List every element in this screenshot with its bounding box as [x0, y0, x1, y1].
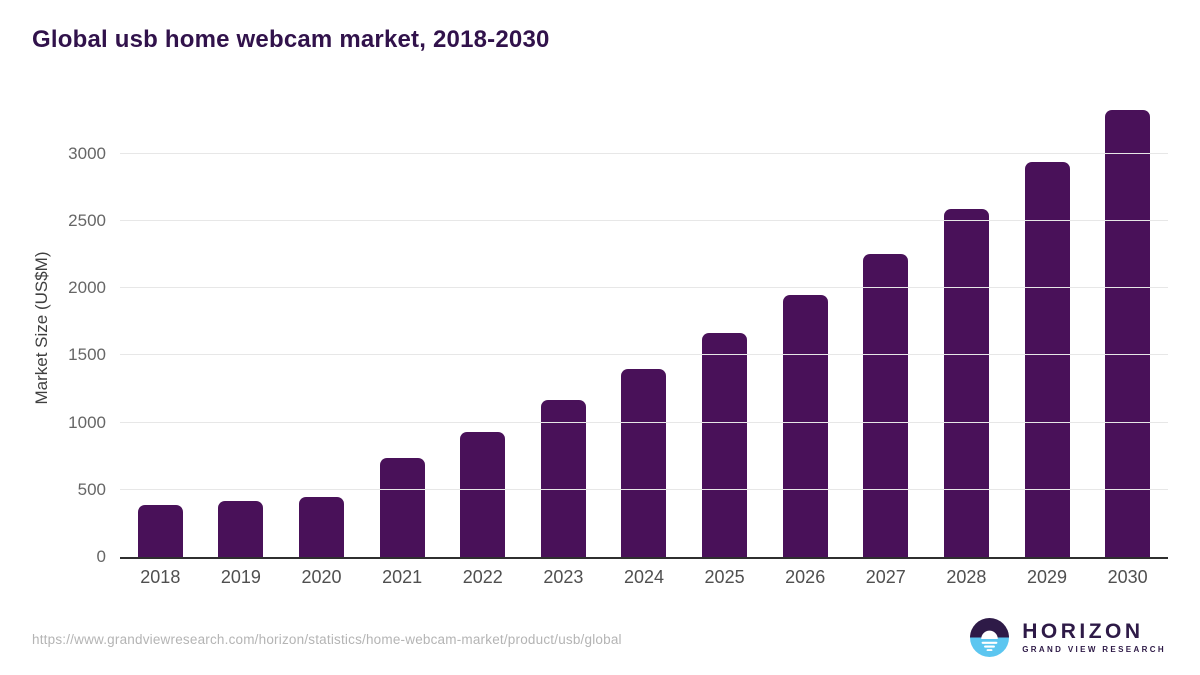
x-tick-label-2021: 2021	[382, 567, 423, 587]
bar-slot-2018	[120, 100, 201, 557]
gridline-1500	[120, 354, 1168, 356]
x-tick-label-2025: 2025	[704, 567, 745, 587]
bar-slot-2024	[604, 100, 685, 557]
bar-2025	[702, 333, 748, 557]
brand-subtitle: GRAND VIEW RESEARCH	[1022, 644, 1166, 654]
gridline-2500	[120, 219, 1168, 221]
bar-2026	[782, 295, 828, 557]
x-tick-label-2030: 2030	[1107, 567, 1148, 587]
y-tick-label-3000: 3000	[68, 143, 106, 163]
x-tick-label-2029: 2029	[1026, 567, 1068, 587]
bar-2029	[1024, 162, 1070, 557]
bar-2030	[1105, 110, 1151, 557]
gridline-1000	[120, 421, 1168, 423]
y-tick-label-500: 500	[77, 479, 106, 499]
horizon-sun-icon	[970, 618, 1010, 657]
x-tick-label-2024: 2024	[623, 567, 664, 587]
bar-series	[120, 100, 1168, 557]
bar-slot-2019	[201, 100, 282, 557]
bar-2023	[540, 400, 586, 557]
x-tick-label-2020: 2020	[301, 567, 342, 587]
bar-slot-2025	[684, 100, 765, 557]
y-tick-label-1000: 1000	[68, 412, 106, 432]
x-tick-label-2026: 2026	[785, 567, 826, 587]
y-tick-label-2000: 2000	[68, 278, 106, 298]
bar-2018	[137, 505, 183, 557]
bar-2021	[379, 458, 425, 557]
plot-area	[120, 100, 1168, 559]
bar-slot-2026	[765, 100, 846, 557]
y-axis-tick-labels: 0 500 1000 1500 2000 2500 3000	[16, 100, 106, 565]
bar-slot-2027	[845, 100, 926, 557]
bar-slot-2028	[926, 100, 1007, 557]
bar-slot-2030	[1087, 100, 1168, 557]
brand-name: HORIZON	[1022, 619, 1144, 643]
gridline-2000	[120, 287, 1168, 289]
brand-logo: HORIZON GRAND VIEW RESEARCH	[970, 618, 1166, 657]
gridline-3000	[120, 152, 1168, 154]
x-tick-label-2027: 2027	[865, 567, 906, 587]
x-tick-label-2018: 2018	[140, 567, 181, 587]
bar-2019	[218, 500, 264, 557]
bar-2024	[621, 368, 667, 557]
x-axis-tick-labels: 2018 2019 2020 2021 2022 2023 2024 2025 2026 2027…	[120, 567, 1168, 588]
bar-2028	[943, 209, 989, 557]
y-tick-label-2500: 2500	[68, 210, 106, 230]
gridline-500	[120, 488, 1168, 490]
y-tick-label-1500: 1500	[68, 345, 106, 365]
source-url: https://www.grandviewresearch.com/horizo…	[32, 632, 622, 647]
bar-2027	[863, 254, 909, 557]
x-tick-label-2022: 2022	[462, 567, 503, 587]
y-tick-label-0: 0	[96, 547, 106, 566]
x-tick-label-2023: 2023	[543, 567, 584, 587]
bar-2022	[460, 431, 506, 557]
x-tick-label-2019: 2019	[220, 567, 261, 587]
bar-slot-2022	[442, 100, 523, 557]
bar-slot-2021	[362, 100, 443, 557]
bar-slot-2029	[1007, 100, 1088, 557]
bar-2020	[299, 496, 345, 557]
bar-slot-2023	[523, 100, 604, 557]
x-tick-label-2028: 2028	[946, 567, 987, 587]
bar-slot-2020	[281, 100, 362, 557]
chart-title: Global usb home webcam market, 2018-2030	[32, 26, 550, 53]
brand-logo-text: HORIZON GRAND VIEW RESEARCH	[1022, 619, 1166, 655]
